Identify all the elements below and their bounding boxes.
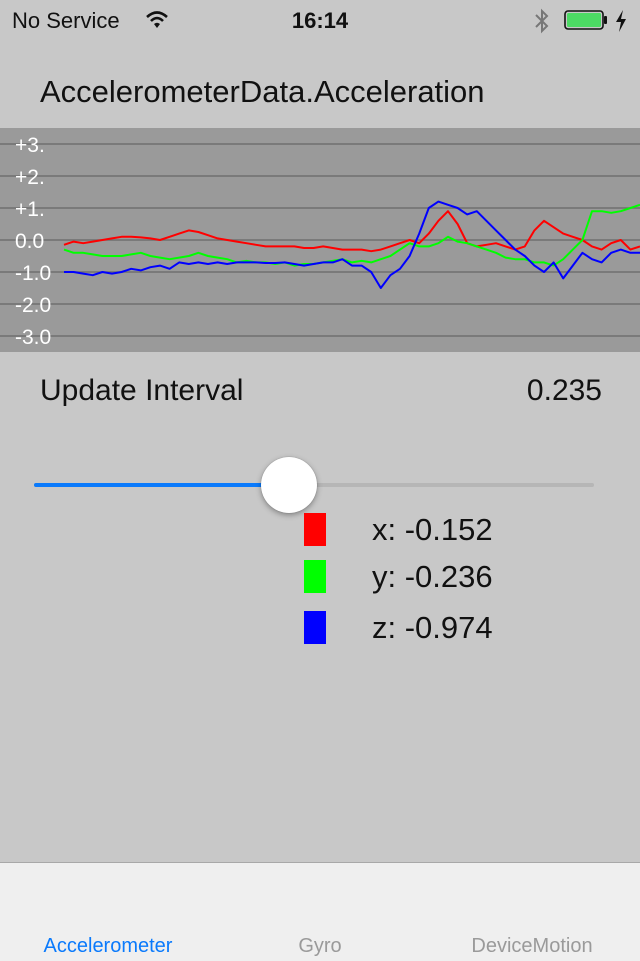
legend-row-x: x: -0.152	[304, 512, 624, 552]
legend-value-y: y: -0.236	[372, 559, 493, 594]
tab-devicemotion[interactable]: DeviceMotion	[471, 935, 593, 957]
carrier-label: No Service	[12, 8, 120, 33]
graph-tick-label: +1.	[15, 198, 45, 221]
series-line-x	[63, 210, 640, 253]
graph-tick-label: -3.0	[15, 326, 51, 349]
slider-thumb[interactable]	[260, 457, 317, 513]
wifi-icon	[146, 11, 168, 28]
page-title: AccelerometerData.Acceleration	[40, 74, 485, 109]
tab-bar: Accelerometer Gyro DeviceMotion	[0, 862, 640, 961]
acceleration-graph: +3. +2. +1. 0.0 -1.0 -2.0 -3.0	[0, 128, 640, 352]
update-interval-slider[interactable]	[34, 455, 594, 515]
legend-swatch-y	[304, 560, 326, 593]
legend-value-x: x: -0.152	[372, 512, 493, 547]
series-line-z	[64, 200, 640, 289]
update-interval-value: 0.235	[526, 374, 602, 407]
tab-gyro[interactable]: Gyro	[298, 935, 342, 957]
bluetooth-icon	[535, 8, 549, 34]
legend-value-z: z: -0.974	[372, 610, 493, 645]
graph-tick-label: 0.0	[15, 230, 44, 253]
graph-tick-label: -1.0	[15, 262, 51, 285]
legend-row-y: y: -0.236	[304, 559, 624, 599]
legend-row-z: z: -0.974	[304, 610, 624, 650]
charging-bolt-icon	[616, 10, 626, 32]
tab-accelerometer[interactable]: Accelerometer	[43, 935, 173, 957]
battery-icon	[564, 10, 607, 30]
series-line-y	[63, 203, 640, 267]
update-interval-label: Update Interval	[40, 374, 244, 407]
legend-swatch-z	[304, 611, 326, 644]
slider-fill[interactable]	[34, 483, 289, 487]
graph-canvas: +3. +2. +1. 0.0 -1.0 -2.0 -3.0	[0, 134, 640, 349]
graph-tick-label: -2.0	[15, 294, 51, 317]
status-time: 16:14	[291, 8, 349, 33]
graph-tick-label: +2.	[15, 166, 45, 189]
graph-tick-label: +3.	[15, 134, 45, 157]
legend-swatch-x	[304, 513, 326, 546]
status-bar: No Service 16:14	[0, 0, 640, 40]
